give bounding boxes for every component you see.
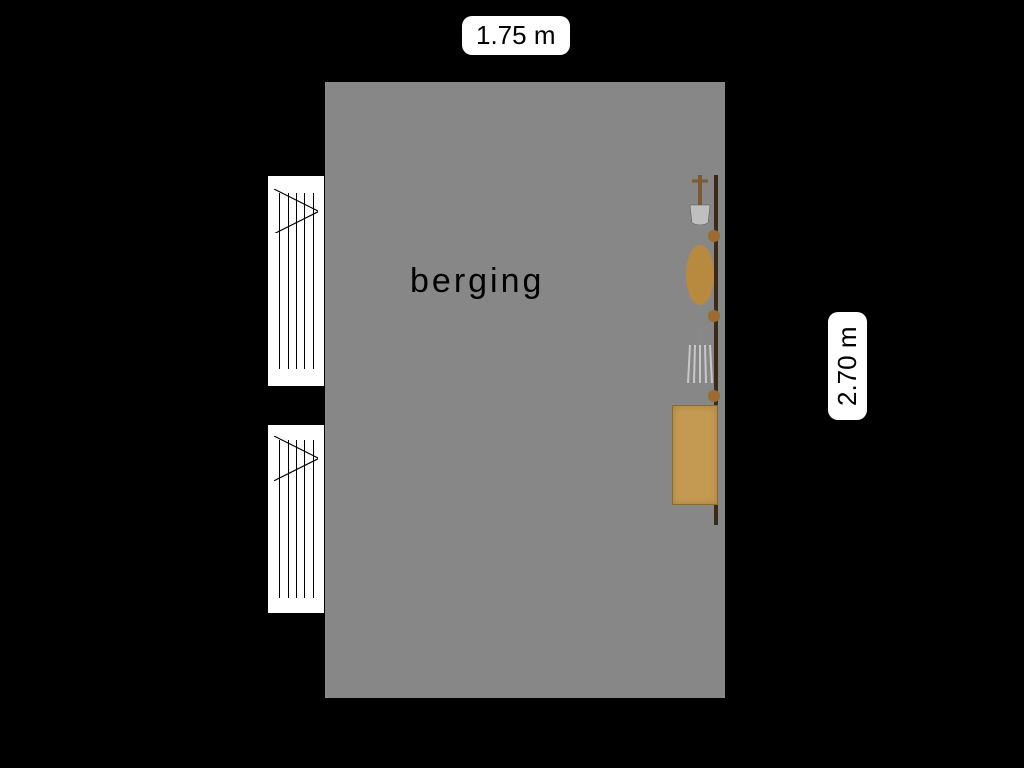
rake-icon [686, 325, 714, 385]
door-upper [267, 175, 325, 387]
wood-board-icon [672, 405, 718, 505]
door-swing-icon [274, 189, 319, 234]
rack-peg [708, 230, 720, 242]
broom-icon [686, 245, 714, 305]
dimension-width-label: 1.75 m [462, 16, 570, 55]
dimension-height-label: 2.70 m [828, 313, 867, 421]
room-berging [325, 82, 725, 698]
tool-rack [686, 175, 722, 525]
rack-peg [708, 310, 720, 322]
room-label: berging [410, 262, 544, 301]
door-lower [267, 424, 325, 614]
spade-icon [686, 175, 714, 225]
rack-peg [708, 390, 720, 402]
door-swing-icon [274, 436, 319, 481]
